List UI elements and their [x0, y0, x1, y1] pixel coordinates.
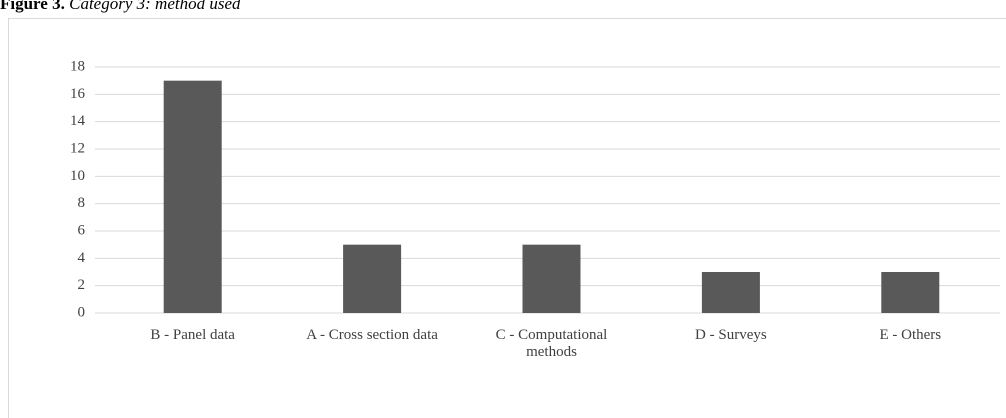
bar [522, 244, 581, 313]
caption: Figure 3. Category 3: method used [0, 0, 241, 14]
x-tick-label: A - Cross section data [306, 327, 438, 343]
x-tick-label: D - Surveys [695, 327, 767, 343]
y-tick-label: 18 [70, 58, 85, 74]
chart-frame [8, 18, 1006, 418]
x-tick-label: B - Panel data [150, 327, 235, 343]
y-tick-label: 12 [70, 140, 85, 156]
chart-title: Category 3: method used [69, 0, 241, 13]
bar [881, 272, 940, 313]
bar [343, 244, 402, 313]
y-tick-label: 16 [70, 86, 86, 102]
bar [701, 272, 760, 313]
y-tick-label: 8 [78, 195, 86, 211]
y-tick-label: 10 [70, 168, 85, 184]
y-tick-label: 0 [78, 304, 86, 320]
chart: 0 2 4 6 8 10 12 14 16 18 [70, 58, 1000, 320]
bar [163, 80, 222, 314]
y-tick-label: 6 [78, 222, 86, 238]
figure-label: Figure 3. [0, 0, 65, 13]
y-tick-label: 4 [78, 250, 86, 266]
y-tick-label: 2 [78, 277, 86, 293]
x-tick-label: E - Others [879, 327, 942, 343]
x-tick-label: C - Computational methods [495, 327, 608, 360]
y-tick-label: 14 [70, 113, 86, 129]
